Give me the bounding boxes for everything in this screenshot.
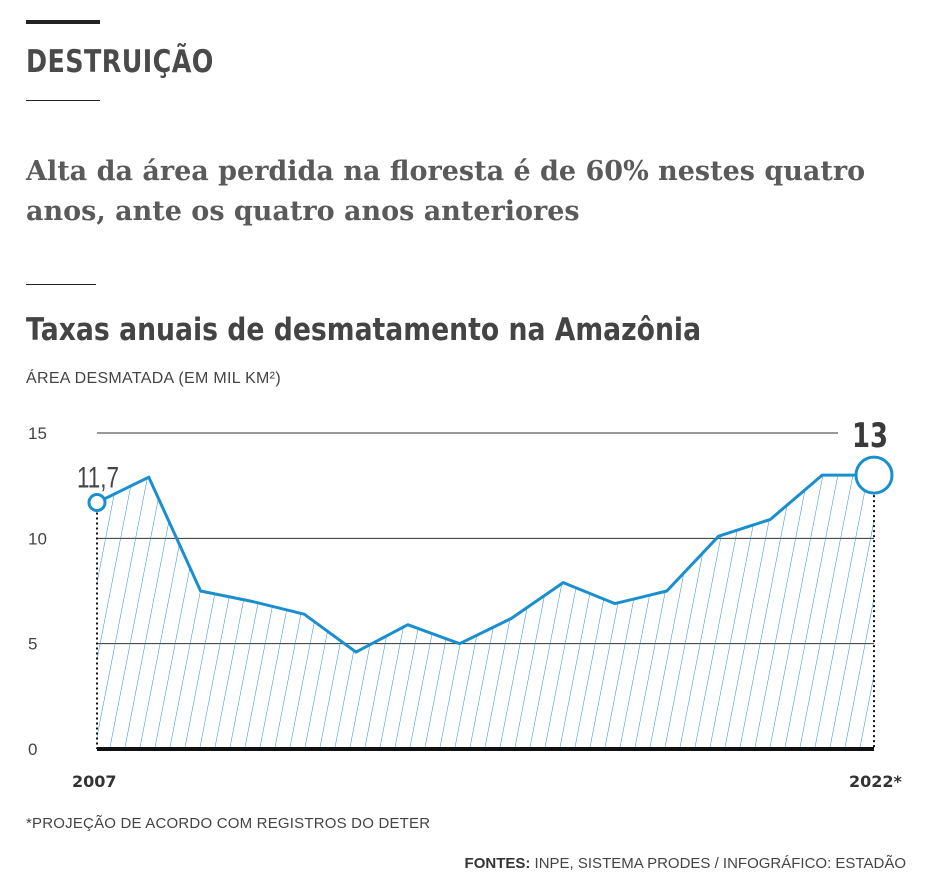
data-point	[510, 617, 513, 620]
data-point	[665, 589, 668, 593]
data-point	[717, 535, 720, 538]
area-fill	[97, 475, 874, 749]
data-point	[613, 602, 617, 605]
y-tick-label: 5	[28, 635, 37, 654]
top-rule	[26, 20, 100, 24]
y-tick-label: 0	[28, 740, 37, 759]
x-tick-label-start: 2007	[72, 772, 117, 791]
data-point	[769, 518, 772, 521]
end-marker	[854, 455, 894, 495]
data-point	[821, 473, 824, 477]
chart-subtitle: ÁREA DESMATADA (EM MIL KM²)	[26, 370, 281, 387]
footnote: *PROJEÇÃO DE ACORDO COM REGISTROS DO DET…	[26, 815, 431, 832]
divider-rule	[26, 284, 96, 285]
data-point	[562, 581, 565, 584]
area-layer	[95, 473, 876, 749]
data-point	[251, 600, 254, 603]
source-credit: FONTES: INPE, SISTEMA PRODES / INFOGRÁFI…	[465, 855, 906, 872]
data-point	[406, 623, 409, 626]
headline: Alta da área perdida na floresta é de 60…	[26, 156, 866, 227]
series-line	[96, 473, 874, 654]
y-tick-label: 15	[28, 424, 47, 443]
data-point	[458, 642, 461, 645]
start-value-label: 11,7	[77, 462, 119, 495]
kicker-rule	[26, 100, 100, 101]
x-tick-label-end: 2022*	[849, 772, 903, 791]
start-marker	[87, 493, 107, 513]
chart-title: Taxas anuais de desmatamento na Amazônia	[26, 312, 702, 348]
source-label: FONTES:	[464, 855, 531, 872]
data-point	[147, 476, 150, 479]
data-point	[303, 612, 306, 616]
y-tick-label: 10	[28, 529, 47, 548]
data-point	[354, 650, 358, 654]
source-text: INPE, SISTEMA PRODES / INFOGRÁFICO: ESTA…	[530, 855, 906, 872]
label-layer: 0 5 10 15 11,7 13 2007 2022*	[28, 416, 903, 791]
section-kicker: DESTRUIÇÃO	[26, 44, 214, 80]
end-value-label: 13	[852, 416, 888, 456]
marker-layer	[87, 455, 894, 751]
data-point	[199, 589, 202, 593]
